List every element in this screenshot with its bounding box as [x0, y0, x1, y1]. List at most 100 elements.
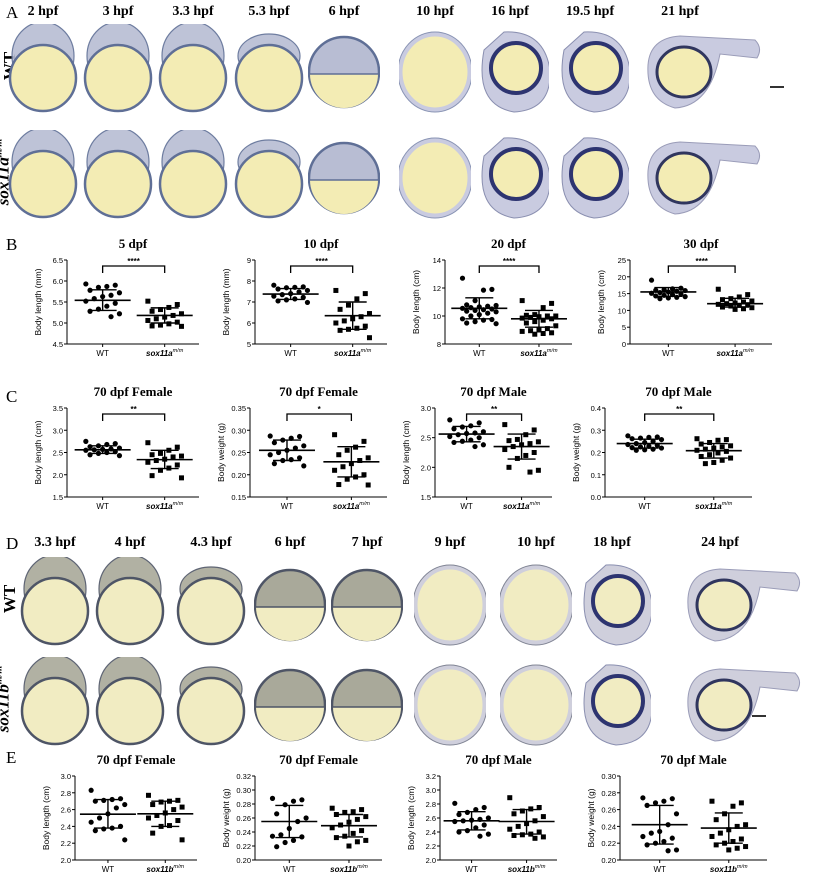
y-tick-label: 4.5	[53, 340, 63, 349]
embryo-image	[687, 568, 801, 642]
dot-plot-b-0: 5 dpf 4.5 5.0 5.5 6.0 6.5 Body length (mm) WT so…	[22, 232, 207, 367]
x-tick-label: WT	[473, 349, 486, 358]
embryo-image	[481, 137, 549, 219]
y-tick-label: 9	[247, 256, 251, 265]
y-tick-label: 12	[433, 284, 441, 293]
y-tick-label: 2.0	[421, 463, 431, 472]
embryo-image	[500, 664, 572, 746]
y-tick-label: 0.24	[601, 822, 616, 831]
y-tick-label: 0.20	[231, 471, 246, 480]
stage-label: 3.3 hpf	[172, 4, 214, 19]
stage-label: 24 hpf	[701, 535, 739, 550]
y-tick-label: 2.0	[61, 856, 71, 865]
y-tick-label: 0.30	[236, 786, 251, 795]
y-axis-label: Body weight (g)	[221, 788, 231, 847]
stage-label: 3 hpf	[102, 4, 134, 19]
embryo-image	[83, 24, 153, 113]
chart-title: 70 dpf Female	[97, 752, 176, 767]
y-axis-label: Body weight (g)	[586, 788, 596, 847]
row-label-wt: WT	[0, 584, 20, 614]
y-tick-label: 8	[437, 340, 441, 349]
y-tick-label: 0.30	[601, 772, 616, 781]
embryo-image	[647, 141, 761, 215]
y-axis-label: Body length (cm)	[596, 270, 606, 334]
y-tick-label: 2.5	[421, 434, 431, 443]
chart-title: 30 dpf	[683, 236, 719, 251]
x-tick-label: sox11bm/m	[330, 864, 368, 874]
embryo-image	[8, 130, 78, 219]
y-tick-label: 3.0	[421, 404, 431, 413]
y-tick-label: 3.2	[426, 772, 436, 781]
y-tick-label: 2.6	[426, 814, 436, 823]
y-tick-label: 14	[433, 256, 441, 265]
significance-label: **	[131, 405, 138, 414]
y-tick-label: 0.35	[231, 404, 246, 413]
panel-letter-a: A	[6, 3, 19, 22]
y-tick-label: 0.28	[601, 789, 616, 798]
y-tick-label: 2.4	[61, 822, 71, 831]
stage-label: 21 hpf	[661, 4, 699, 19]
y-tick-label: 5	[247, 340, 251, 349]
y-tick-label: 2.4	[426, 828, 436, 837]
y-tick-label: 25	[618, 256, 626, 265]
chart-title: 70 dpf Female	[279, 384, 358, 399]
y-tick-label: 0.20	[236, 856, 251, 865]
x-tick-label: WT	[284, 349, 297, 358]
y-tick-label: 15	[618, 290, 626, 299]
x-tick-label: WT	[102, 865, 115, 874]
dot-plot-b-3: 30 dpf 0 5 10 15 20 25 Body length (cm) WT sox11a…	[585, 232, 780, 367]
embryo-image	[414, 664, 486, 746]
stage-label: 19.5 hpf	[565, 4, 615, 19]
significance-label: **	[491, 405, 498, 414]
embryo-image	[95, 557, 165, 646]
y-axis-label: Body length (cm)	[33, 420, 43, 484]
x-tick-label: WT	[638, 502, 651, 511]
y-tick-label: 6	[247, 319, 251, 328]
y-tick-label: 0.26	[601, 806, 616, 815]
chart-title: 20 dpf	[491, 236, 527, 251]
y-tick-label: 5.5	[53, 298, 63, 307]
y-tick-label: 2.2	[426, 842, 436, 851]
x-tick-label: sox11am/m	[334, 348, 372, 358]
x-tick-label: sox11am/m	[503, 501, 541, 511]
embryo-image	[399, 31, 471, 113]
dot-plot-b-2: 20 dpf 8 10 12 14 Body length (cm) WT sox11am/m…	[400, 232, 580, 367]
embryo-image	[308, 35, 380, 109]
y-tick-label: 0.28	[236, 800, 251, 809]
y-tick-label: 5.0	[53, 319, 63, 328]
stage-label: 6 hpf	[328, 4, 360, 19]
embryo-image	[83, 130, 153, 219]
x-tick-label: sox11am/m	[520, 348, 558, 358]
y-tick-label: 6.5	[53, 256, 63, 265]
y-tick-label: 5	[622, 323, 626, 332]
panel-letter-d: D	[6, 534, 19, 553]
stage-label: 5.3 hpf	[248, 4, 290, 19]
significance-label: ****	[503, 257, 516, 266]
x-tick-label: sox11am/m	[146, 348, 184, 358]
embryo-image	[254, 668, 326, 742]
dot-plot-e-8: 70 dpf Female 2.0 2.2 2.4 2.6 2.8 3.0 Body leng…	[30, 748, 205, 883]
chart-title: 70 dpf Male	[460, 384, 527, 399]
y-tick-label: 0.22	[601, 839, 616, 848]
chart-title: 70 dpf Female	[94, 384, 173, 399]
significance-label: **	[676, 405, 683, 414]
embryo-image	[176, 666, 246, 746]
x-tick-label: sox11am/m	[716, 348, 754, 358]
y-tick-label: 10	[433, 312, 441, 321]
stage-label: 9 hpf	[434, 535, 466, 550]
y-tick-label: 0.0	[591, 493, 601, 502]
x-tick-label: WT	[96, 502, 109, 511]
y-axis-label: Body length (cm)	[406, 786, 416, 850]
y-tick-label: 8	[247, 277, 251, 286]
y-tick-label: 2.0	[53, 471, 63, 480]
stage-label: 16 hpf	[491, 4, 529, 19]
embryo-image	[158, 24, 228, 113]
dot-plot-e-9: 70 dpf Female 0.20 0.22 0.24 0.26 0.28 0.30 0.3…	[210, 748, 390, 883]
embryo-image	[8, 24, 78, 113]
dot-plot-c-7: 70 dpf Male 0.0 0.1 0.2 0.3 0.4 Body weight (g…	[560, 380, 760, 520]
y-axis-label: Body length (mm)	[221, 268, 231, 335]
embryo-image	[583, 564, 651, 646]
y-tick-label: 20	[618, 273, 626, 282]
y-axis-label: Body length (cm)	[41, 786, 51, 850]
significance-label: ****	[127, 257, 140, 266]
